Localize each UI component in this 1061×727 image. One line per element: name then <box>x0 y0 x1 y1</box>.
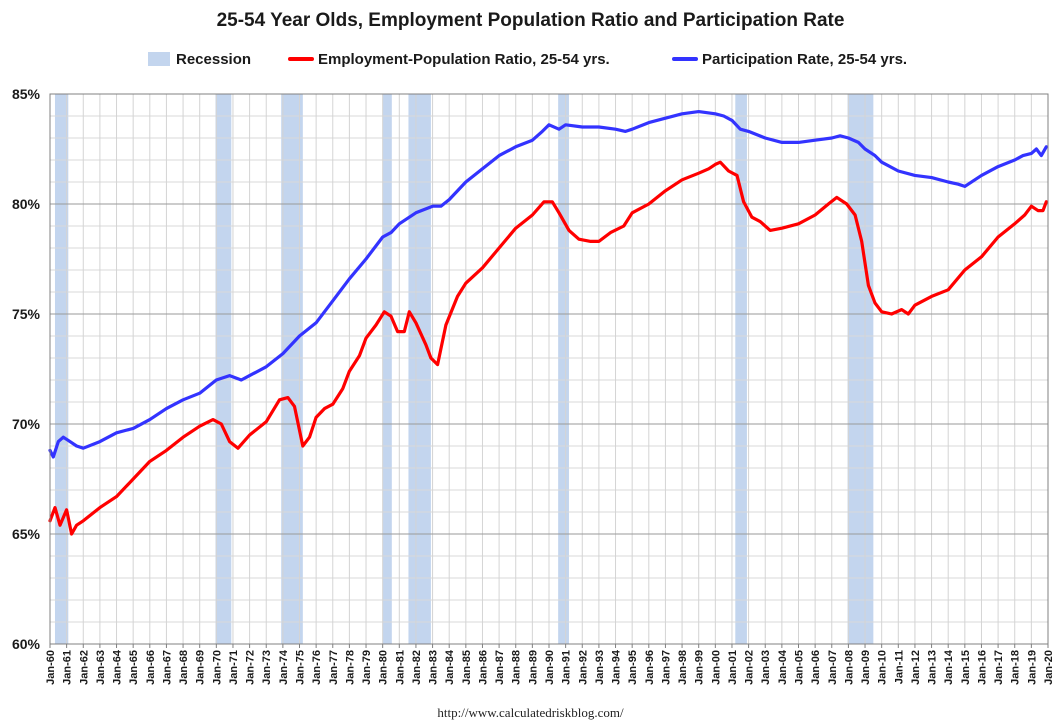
x-tick-label: Jan-80 <box>378 650 390 685</box>
x-tick-label: Jan-98 <box>677 650 689 685</box>
x-tick-label: Jan-95 <box>627 650 639 685</box>
x-tick-label: Jan-08 <box>843 650 855 685</box>
x-tick-label: Jan-81 <box>394 650 406 685</box>
x-tick-label: Jan-00 <box>710 650 722 685</box>
recession-band-0 <box>54 94 69 644</box>
legend-label-employment-population: Employment-Population Ratio, 25-54 yrs. <box>318 50 610 68</box>
x-tick-label: Jan-03 <box>760 650 772 685</box>
x-tick-label: Jan-86 <box>477 650 489 685</box>
x-tick-label: Jan-99 <box>694 650 706 685</box>
x-tick-label: Jan-87 <box>494 650 506 685</box>
x-tick-label: Jan-69 <box>195 650 207 685</box>
x-tick-label: Jan-71 <box>228 650 240 685</box>
legend-swatch-recession <box>148 52 170 66</box>
x-tick-label: Jan-19 <box>1026 650 1038 685</box>
y-tick-label: 80% <box>12 196 41 212</box>
x-tick-label: Jan-07 <box>827 650 839 685</box>
x-tick-label: Jan-15 <box>960 650 972 685</box>
x-tick-label: Jan-89 <box>527 650 539 685</box>
x-tick-label: Jan-74 <box>278 649 290 685</box>
x-tick-label: Jan-96 <box>644 650 656 685</box>
x-tick-label: Jan-60 <box>45 650 57 685</box>
x-tick-label: Jan-63 <box>95 650 107 685</box>
source-url: http://www.calculatedriskblog.com/ <box>437 705 624 720</box>
x-tick-label: Jan-04 <box>777 649 789 685</box>
x-tick-label: Jan-13 <box>927 650 939 685</box>
recession-band-4 <box>408 94 431 644</box>
x-tick-label: Jan-20 <box>1043 650 1055 685</box>
recession-band-3 <box>382 94 392 644</box>
x-tick-label: Jan-06 <box>810 650 822 685</box>
y-tick-label: 65% <box>12 526 41 542</box>
x-tick-label: Jan-85 <box>461 650 473 685</box>
x-tick-label: Jan-91 <box>561 650 573 685</box>
x-tick-label: Jan-11 <box>893 650 905 684</box>
y-tick-label: 70% <box>12 416 41 432</box>
legend-item-participation-rate: Participation Rate, 25-54 yrs. <box>672 48 907 70</box>
legend-label-participation-rate: Participation Rate, 25-54 yrs. <box>702 50 908 68</box>
series-line-1 <box>48 110 1048 459</box>
x-tick-label: Jan-70 <box>211 650 223 685</box>
x-tick-label: Jan-68 <box>178 650 190 685</box>
x-tick-label: Jan-67 <box>161 650 173 685</box>
x-tick-label: Jan-12 <box>910 650 922 685</box>
y-tick-label: 75% <box>12 306 41 322</box>
x-tick-label: Jan-92 <box>577 650 589 685</box>
x-tick-label: Jan-78 <box>344 650 356 685</box>
x-tick-label: Jan-01 <box>727 650 739 685</box>
x-tick-label: Jan-93 <box>594 650 606 685</box>
y-tick-label: 85% <box>12 86 41 102</box>
x-tick-label: Jan-75 <box>295 650 307 685</box>
x-tick-label: Jan-83 <box>428 650 440 685</box>
legend-swatch-employment-population <box>288 57 314 61</box>
x-tick-label: Jan-82 <box>411 650 423 685</box>
recession-band-2 <box>281 94 303 644</box>
x-tick-label: Jan-10 <box>877 650 889 685</box>
x-tick-label: Jan-73 <box>261 650 273 685</box>
x-tick-label: Jan-94 <box>611 649 623 685</box>
x-tick-label: Jan-17 <box>993 650 1005 685</box>
legend-item-recession: Recession <box>148 48 251 70</box>
legend-label-recession: Recession <box>176 50 252 68</box>
x-tick-label: Jan-77 <box>328 650 340 685</box>
chart-title: 25-54 Year Olds, Employment Population R… <box>216 10 845 31</box>
legend: Recession Employment-Population Ratio, 2… <box>0 48 1061 70</box>
recession-band-6 <box>735 94 747 644</box>
x-tick-label: Jan-02 <box>744 650 756 685</box>
x-tick-label: Jan-66 <box>145 650 157 685</box>
recession-band-5 <box>558 94 569 644</box>
x-tick-label: Jan-84 <box>444 649 456 685</box>
recession-band-1 <box>215 94 232 644</box>
x-tick-label: Jan-90 <box>544 650 556 685</box>
x-tick-label: Jan-72 <box>245 650 257 685</box>
x-tick-label: Jan-61 <box>62 650 74 685</box>
recession-band-7 <box>847 94 874 644</box>
x-tick-label: Jan-16 <box>976 650 988 685</box>
legend-swatch-participation-rate <box>672 57 698 61</box>
x-tick-label: Jan-79 <box>361 650 373 685</box>
x-tick-label: Jan-97 <box>660 650 672 685</box>
legend-item-employment-population: Employment-Population Ratio, 25-54 yrs. <box>288 48 610 70</box>
series-line-0 <box>48 160 1048 536</box>
x-tick-label: Jan-14 <box>943 649 955 685</box>
x-tick-label: Jan-65 <box>128 650 140 685</box>
x-tick-label: Jan-09 <box>860 650 872 685</box>
x-tick-label: Jan-88 <box>511 650 523 685</box>
x-tick-label: Jan-76 <box>311 650 323 685</box>
x-tick-label: Jan-05 <box>794 650 806 685</box>
x-tick-label: Jan-62 <box>78 650 90 685</box>
y-tick-label: 60% <box>12 636 41 652</box>
x-tick-label: Jan-18 <box>1010 650 1022 685</box>
x-tick-label: Jan-64 <box>112 649 124 685</box>
